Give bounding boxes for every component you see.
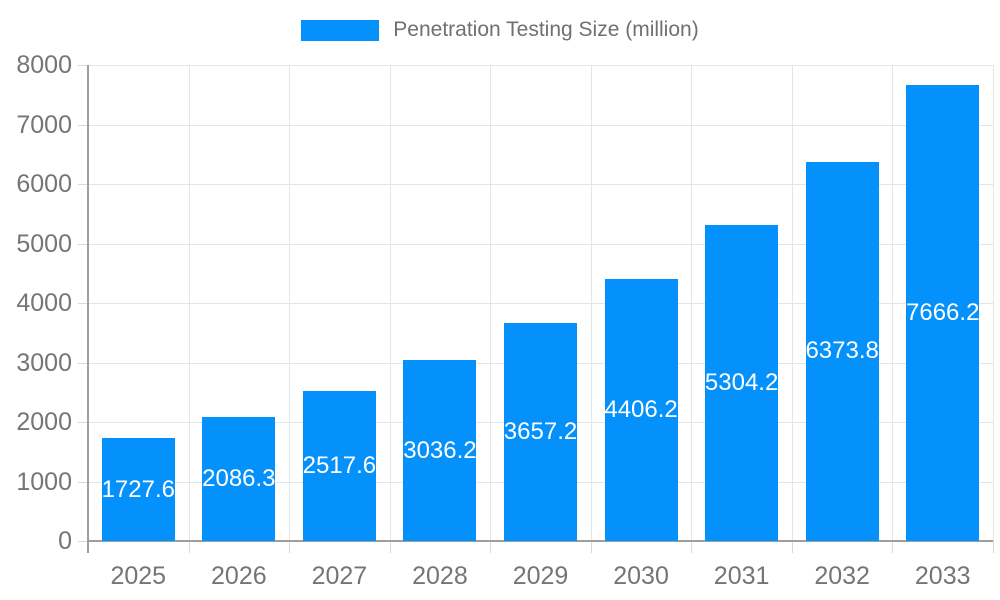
bar-value-label: 1727.6	[101, 475, 175, 503]
bar-2032[interactable]	[805, 161, 879, 541]
bar-value-label: 3657.2	[503, 418, 578, 446]
x-tick-label: 2027	[311, 562, 368, 590]
y-axis-line	[87, 65, 89, 553]
x-tick-mark	[993, 541, 994, 553]
y-tick-label: 5000	[16, 229, 72, 258]
y-tick-label: 1000	[16, 467, 72, 496]
y-tick-label: 3000	[16, 348, 72, 377]
x-tick-mark	[892, 541, 894, 553]
y-tick-mark	[78, 184, 88, 185]
y-tick-label: 6000	[16, 170, 72, 198]
y-tick-label: 2000	[16, 408, 72, 436]
x-tick-label: 2028	[412, 562, 468, 590]
x-axis-line	[88, 540, 993, 542]
bar-value-label: 6373.8	[805, 337, 879, 365]
y-tick-label: 4000	[16, 289, 72, 317]
bar-value-label: 2086.3	[202, 464, 276, 492]
x-tick-label: 2029	[512, 562, 569, 590]
v-gridline	[289, 65, 291, 541]
bar-value-label: 2517.6	[302, 452, 377, 480]
y-tick-label: 0	[58, 527, 72, 555]
x-tick-label: 2025	[110, 562, 167, 590]
y-tick-label: 7000	[16, 110, 72, 139]
y-tick-mark	[78, 422, 88, 423]
bar-2028[interactable]	[403, 360, 477, 541]
x-tick-mark	[188, 541, 190, 553]
y-tick-mark	[78, 243, 88, 245]
x-tick-mark	[590, 541, 592, 553]
y-tick-mark	[78, 65, 88, 66]
y-tick-label: 8000	[16, 51, 72, 79]
bar-2033[interactable]	[906, 84, 980, 541]
v-gridline	[590, 65, 592, 541]
h-gridline	[88, 65, 993, 66]
bar-2029[interactable]	[504, 323, 577, 541]
y-tick-mark	[78, 303, 88, 304]
legend-label: Penetration Testing Size (million)	[393, 18, 699, 41]
x-tick-mark	[289, 541, 291, 553]
bar-value-label: 4406.2	[604, 395, 678, 423]
x-tick-mark	[490, 541, 492, 553]
bar-2025[interactable]	[101, 438, 175, 541]
y-tick-mark	[78, 362, 88, 364]
v-gridline	[892, 65, 894, 541]
bar-value-label: 7666.2	[906, 298, 980, 326]
v-gridline	[791, 65, 793, 541]
legend-swatch-icon	[301, 19, 380, 41]
h-gridline	[88, 303, 993, 304]
x-tick-label: 2031	[713, 562, 770, 590]
x-tick-mark	[791, 541, 793, 553]
h-gridline	[88, 124, 993, 126]
x-tick-label: 2030	[613, 562, 669, 590]
bar-2026[interactable]	[202, 416, 276, 541]
bar-value-label: 3036.2	[403, 436, 477, 464]
v-gridline	[389, 65, 391, 541]
x-tick-label: 2032	[814, 562, 870, 590]
x-tick-label: 2033	[914, 562, 971, 590]
x-tick-label: 2026	[211, 562, 267, 590]
x-tick-mark	[691, 541, 693, 553]
bar-value-label: 5304.2	[704, 369, 779, 397]
v-gridline	[188, 65, 190, 541]
y-tick-mark	[78, 124, 88, 126]
v-gridline	[691, 65, 693, 541]
x-tick-mark	[389, 541, 391, 553]
bar-2031[interactable]	[705, 225, 779, 541]
bar-2030[interactable]	[604, 278, 678, 541]
y-tick-mark	[78, 541, 88, 542]
chart-legend[interactable]: Penetration Testing Size (million)	[0, 18, 1000, 42]
v-gridline	[993, 65, 994, 541]
y-tick-mark	[78, 481, 88, 483]
h-gridline	[88, 184, 993, 185]
v-gridline	[490, 65, 492, 541]
bar-2027[interactable]	[302, 391, 376, 541]
h-gridline	[88, 243, 993, 245]
